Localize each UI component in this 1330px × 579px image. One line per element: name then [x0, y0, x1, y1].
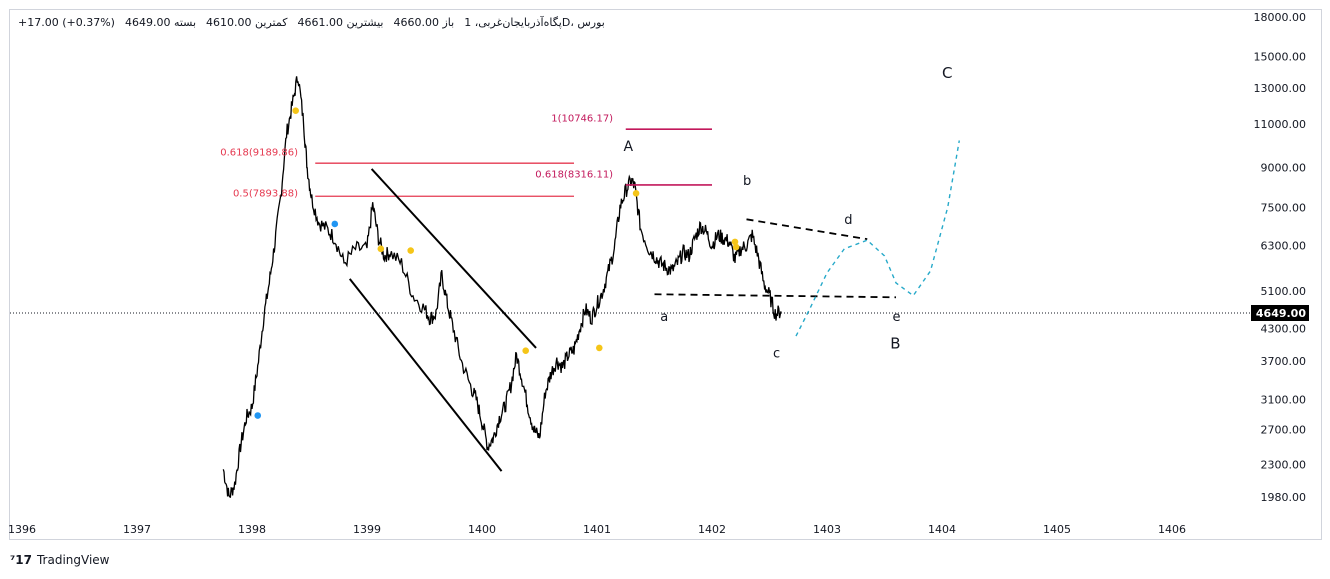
y-tick-label: 5100.00 [1261, 285, 1307, 298]
marker-dot [732, 243, 740, 251]
wave-label: B [890, 334, 900, 352]
wave-label: C [942, 64, 952, 82]
fib-label: 0.618(9189.86) [220, 148, 298, 159]
marker-dot [407, 247, 415, 254]
wedge-lower-line [348, 278, 503, 472]
price-series [222, 76, 782, 499]
marker-dot [632, 190, 640, 197]
y-tick-label: 18000.00 [1254, 11, 1307, 24]
y-tick-label: 3700.00 [1261, 355, 1307, 368]
fib-label: 1(10746.17) [551, 114, 613, 125]
wave-label: b [743, 174, 751, 189]
y-tick-label: 3100.00 [1261, 394, 1307, 407]
wave-label: c [773, 347, 780, 362]
marker-dot [596, 344, 603, 352]
wedge-upper-line [370, 168, 537, 349]
fib-label: 0.618(8316.11) [535, 169, 613, 180]
open-value: باز 4660.00 [393, 16, 455, 29]
fib-label: 0.5(7893.88) [233, 188, 298, 199]
y-tick-label: 4300.00 [1261, 322, 1307, 335]
last-price-tag: 4649.00 [1251, 305, 1309, 321]
marker-dot [292, 107, 300, 114]
y-tick-label: 6300.00 [1261, 239, 1307, 252]
tradingview-logo-icon: ⁷𝟭𝟳 [10, 553, 32, 567]
x-tick-label: 1398 [238, 523, 266, 536]
marker-dot [731, 238, 739, 246]
wave-label: d [844, 213, 852, 228]
x-tick-label: 1399 [353, 523, 381, 536]
y-tick-label: 7500.00 [1261, 201, 1307, 214]
change-value: +17.00 (+0.37%) [18, 16, 115, 29]
y-axis: 18000.00 15000.00 13000.00 11000.00 9000.00 7… [1254, 11, 1307, 504]
marker-dot [254, 412, 262, 419]
x-tick-label: 1401 [583, 523, 611, 536]
projection-path [795, 140, 960, 337]
x-tick-label: 1402 [698, 523, 726, 536]
y-tick-label: 11000.00 [1254, 118, 1307, 131]
y-tick-label: 13000.00 [1254, 82, 1307, 95]
symbol-legend: +17.00 (+0.37%) بسته 4649.00 کمترین 4610… [18, 16, 605, 29]
chart-frame[interactable] [9, 9, 1322, 540]
drawings-layer: 0.618(9189.86) 0.5(7893.88) 1(10746.17) 0.6… [220, 64, 960, 472]
x-tick-label: 1406 [1158, 523, 1186, 536]
marker-dot [522, 347, 529, 355]
last-price-badge [1251, 305, 1309, 321]
x-axis: 1396 1397 1398 1399 1400 1401 1402 1403 1404 1405… [8, 523, 1186, 536]
x-tick-label: 1405 [1043, 523, 1071, 536]
y-tick-label: 9000.00 [1261, 162, 1307, 175]
marker-dot [377, 245, 385, 253]
y-tick-label: 1980.00 [1261, 491, 1307, 504]
x-tick-label: 1404 [928, 523, 956, 536]
y-tick-label: 2300.00 [1261, 458, 1307, 471]
x-tick-label: 1400 [468, 523, 496, 536]
wave-label: A [623, 139, 633, 155]
x-tick-label: 1396 [8, 523, 36, 536]
x-tick-label: 1403 [813, 523, 841, 536]
wave-label: e [893, 310, 901, 325]
triangle-lower-line [654, 293, 897, 299]
y-tick-label: 15000.00 [1254, 51, 1307, 64]
brand-name: TradingView [36, 553, 110, 567]
low-value: کمترین 4610.00 [206, 16, 288, 29]
last-price-label: 4649.00 [1256, 307, 1306, 320]
x-tick-label: 1397 [123, 523, 151, 536]
marker-dot [331, 220, 339, 228]
close-value: بسته 4649.00 [124, 16, 197, 29]
price-line [222, 76, 782, 499]
symbol-title: پگاه‌آذربایجان‌غربی، 1D، بورس [464, 16, 605, 29]
brand-footer[interactable]: ⁷𝟭𝟳 TradingView [10, 553, 109, 567]
wave-label: a [660, 310, 668, 325]
high-value: بیشترین 4661.00 [297, 16, 384, 29]
triangle-upper-line [746, 218, 868, 241]
y-tick-label: 2700.00 [1261, 424, 1307, 437]
